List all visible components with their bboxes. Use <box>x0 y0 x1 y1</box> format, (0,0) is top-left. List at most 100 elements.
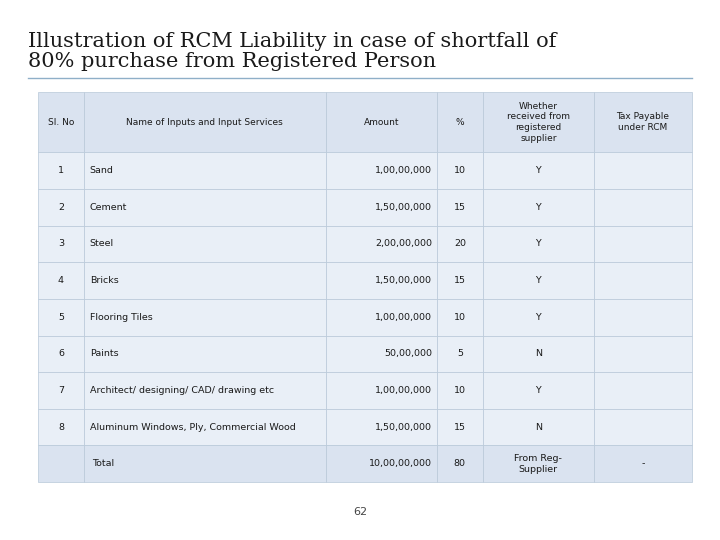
Bar <box>325 446 437 482</box>
Bar <box>38 446 84 482</box>
Bar <box>325 299 437 335</box>
Bar <box>325 372 437 409</box>
Text: Cement: Cement <box>90 203 127 212</box>
Bar <box>38 335 84 372</box>
Text: -: - <box>642 459 644 468</box>
Bar <box>594 92 692 152</box>
Bar <box>84 446 325 482</box>
Bar <box>482 226 594 262</box>
Bar <box>38 189 84 226</box>
Bar <box>325 409 437 446</box>
Bar <box>437 92 482 152</box>
Text: 5: 5 <box>58 313 64 322</box>
Text: Aluminum Windows, Ply, Commercial Wood: Aluminum Windows, Ply, Commercial Wood <box>90 423 295 431</box>
Text: 2: 2 <box>58 203 64 212</box>
Text: Name of Inputs and Input Services: Name of Inputs and Input Services <box>127 118 283 127</box>
Bar <box>84 335 325 372</box>
Bar <box>38 92 84 152</box>
Bar <box>325 262 437 299</box>
Bar <box>84 262 325 299</box>
Text: N: N <box>535 423 542 431</box>
Bar <box>482 446 594 482</box>
Bar <box>84 372 325 409</box>
Bar <box>594 372 692 409</box>
Text: 80% purchase from Registered Person: 80% purchase from Registered Person <box>28 52 436 71</box>
Bar <box>437 152 482 189</box>
Text: 5: 5 <box>456 349 463 359</box>
Bar <box>437 372 482 409</box>
Bar <box>84 189 325 226</box>
Bar <box>482 152 594 189</box>
Bar <box>84 152 325 189</box>
Bar <box>594 152 692 189</box>
Text: 1,50,00,000: 1,50,00,000 <box>375 423 432 431</box>
Bar <box>437 189 482 226</box>
Bar <box>325 189 437 226</box>
Text: 10: 10 <box>454 386 466 395</box>
Bar <box>594 226 692 262</box>
Bar <box>84 92 325 152</box>
Bar <box>437 335 482 372</box>
Text: Steel: Steel <box>90 240 114 248</box>
Bar <box>38 152 84 189</box>
Text: Total: Total <box>91 459 114 468</box>
Text: 3: 3 <box>58 240 64 248</box>
Text: Y: Y <box>536 276 541 285</box>
Text: Whether
received from
registered
supplier: Whether received from registered supplie… <box>507 102 570 143</box>
Text: Paints: Paints <box>90 349 118 359</box>
Text: 1,50,00,000: 1,50,00,000 <box>375 203 432 212</box>
Bar <box>482 335 594 372</box>
Bar <box>482 189 594 226</box>
Text: Y: Y <box>536 203 541 212</box>
Bar <box>594 299 692 335</box>
Bar <box>38 409 84 446</box>
Bar <box>594 262 692 299</box>
Bar <box>38 299 84 335</box>
Bar <box>437 226 482 262</box>
Text: 15: 15 <box>454 423 466 431</box>
Text: Sand: Sand <box>90 166 114 176</box>
Text: Flooring Tiles: Flooring Tiles <box>90 313 153 322</box>
Text: 62: 62 <box>353 507 367 517</box>
Bar <box>594 446 692 482</box>
Text: 1: 1 <box>58 166 64 176</box>
Text: N: N <box>535 349 542 359</box>
Bar <box>84 226 325 262</box>
Bar <box>594 335 692 372</box>
Bar <box>38 262 84 299</box>
Bar <box>325 335 437 372</box>
Text: 10: 10 <box>454 166 466 176</box>
Text: 80: 80 <box>454 459 466 468</box>
Bar <box>437 299 482 335</box>
Text: Amount: Amount <box>364 118 399 127</box>
Text: 15: 15 <box>454 203 466 212</box>
Text: 8: 8 <box>58 423 64 431</box>
Text: 6: 6 <box>58 349 64 359</box>
Bar <box>38 372 84 409</box>
Text: 7: 7 <box>58 386 64 395</box>
Bar <box>325 92 437 152</box>
Text: Sl. No: Sl. No <box>48 118 74 127</box>
Bar <box>437 446 482 482</box>
Text: Y: Y <box>536 313 541 322</box>
Text: 10: 10 <box>454 313 466 322</box>
Text: Y: Y <box>536 240 541 248</box>
Text: Architect/ designing/ CAD/ drawing etc: Architect/ designing/ CAD/ drawing etc <box>90 386 274 395</box>
Text: %: % <box>456 118 464 127</box>
Bar <box>38 226 84 262</box>
Bar <box>437 409 482 446</box>
Text: 1,00,00,000: 1,00,00,000 <box>375 313 432 322</box>
Text: Tax Payable
under RCM: Tax Payable under RCM <box>616 112 670 132</box>
Text: 50,00,000: 50,00,000 <box>384 349 432 359</box>
Text: From Reg-
Supplier: From Reg- Supplier <box>514 454 562 474</box>
Text: 10,00,00,000: 10,00,00,000 <box>369 459 432 468</box>
Bar <box>84 299 325 335</box>
Bar <box>482 92 594 152</box>
Text: 1,00,00,000: 1,00,00,000 <box>375 386 432 395</box>
Text: Y: Y <box>536 386 541 395</box>
Text: 1,50,00,000: 1,50,00,000 <box>375 276 432 285</box>
Text: Bricks: Bricks <box>90 276 119 285</box>
Text: Illustration of RCM Liability in case of shortfall of: Illustration of RCM Liability in case of… <box>28 32 557 51</box>
Bar <box>482 299 594 335</box>
Bar <box>594 409 692 446</box>
